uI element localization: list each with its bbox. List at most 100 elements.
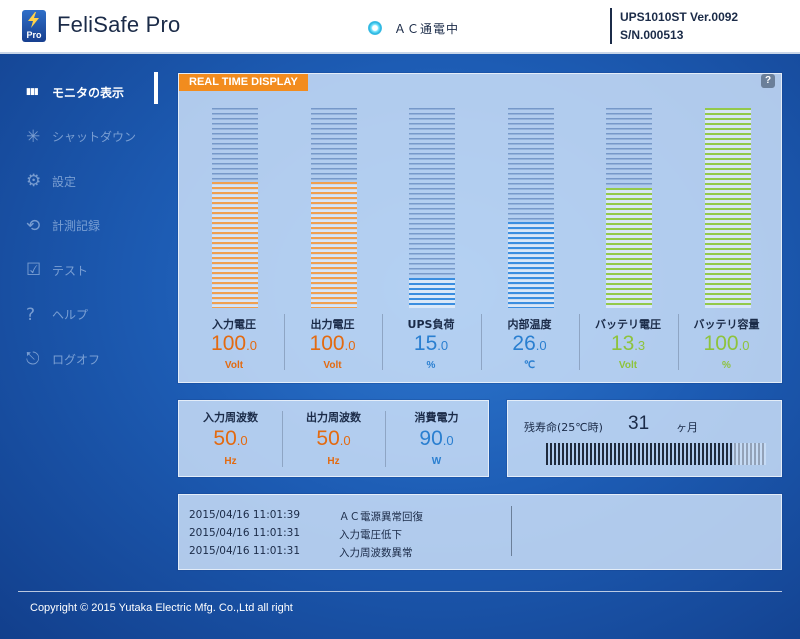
metric-unit: %	[426, 360, 436, 371]
battery-life-panel: 残寿命(25℃時) 31 ヶ月	[507, 400, 782, 477]
log-entry: 2015/04/16 11:01:31 入力周波数異常	[189, 545, 769, 562]
metric-column: バッテリ容量 100.0%	[678, 74, 776, 384]
metric-unit: Volt	[618, 360, 638, 371]
metric-bar-fill	[409, 278, 455, 308]
app-logo-icon: Pro	[22, 10, 46, 42]
shutdown-icon: ✳	[26, 126, 41, 147]
metric-value-decimal: .0	[236, 433, 248, 448]
metric-value-integer: 15	[413, 332, 438, 355]
log-divider	[511, 506, 512, 556]
frequency-metric: 消費電力 90.0 W	[385, 401, 488, 478]
metric-value: 13.3	[579, 332, 677, 356]
metric-bar-track	[409, 108, 455, 308]
metric-value-decimal: .0	[339, 433, 351, 448]
sidebar-item-label: 計測記録	[52, 219, 101, 234]
metric-value: 100.0	[185, 332, 283, 356]
metric-value-decimal: .0	[437, 338, 449, 353]
battery-life-gauge	[546, 443, 766, 465]
metric-unit: Hz	[327, 456, 340, 467]
log-entry: 2015/04/16 11:01:31 入力電圧低下	[189, 527, 769, 544]
log-message: 入力周波数異常	[339, 547, 413, 559]
footer-divider	[18, 591, 782, 592]
metric-label: バッテリ容量	[693, 318, 760, 331]
app-title: FeliSafe Pro	[57, 12, 181, 37]
logoff-icon: ⎋	[26, 349, 40, 370]
column-divider	[382, 314, 383, 370]
column-divider	[480, 314, 482, 370]
sidebar-item-3[interactable]: ⟲ 計測記録	[26, 204, 161, 249]
metric-value: 100.0	[678, 332, 776, 356]
column-divider	[579, 314, 580, 370]
sidebar-item-label: シャットダウン	[52, 130, 137, 145]
battery-life-label: 残寿命(25℃時)	[524, 421, 603, 434]
sidebar-item-2[interactable]: ⚙ 設定	[26, 159, 161, 204]
log-timestamp: 2015/04/16 11:01:39	[189, 509, 301, 521]
history-icon: ⟲	[26, 215, 41, 236]
copyright-text: Copyright © 2015 Yutaka Electric Mfg. Co…	[30, 602, 293, 614]
metric-value-decimal: .0	[535, 338, 547, 353]
question-icon: ?	[26, 304, 36, 325]
metric-value-integer: 100	[309, 332, 345, 355]
sidebar-item-label: ヘルプ	[52, 308, 89, 323]
metric-unit: W	[431, 456, 442, 467]
frequency-panel: 入力周波数 50.0 Hz 出力周波数 50.0 Hz 消費電力 90.0 W	[178, 400, 489, 477]
metric-column: 入力電圧 100.0 Volt	[185, 74, 283, 384]
metric-label: バッテリ電圧	[595, 318, 661, 331]
metric-label: 消費電力	[414, 411, 459, 424]
battery-life-value: 31	[628, 413, 650, 434]
metric-value-integer: 50	[213, 427, 237, 450]
metric-value-decimal: .0	[442, 433, 454, 448]
lightning-icon	[28, 12, 39, 28]
metric-value-integer: 100	[211, 332, 247, 355]
metric-unit: Hz	[224, 456, 237, 467]
metric-bar-fill	[704, 108, 751, 308]
sidebar-item-label: ログオフ	[52, 352, 101, 367]
metric-value-decimal: .0	[738, 338, 750, 353]
frequency-metric: 入力周波数 50.0 Hz	[179, 401, 282, 478]
metric-column: UPS負荷 15.0%	[382, 74, 480, 384]
title-bar: Pro FeliSafe Pro ＡＣ通電中 UPS1010ST Ver.009…	[0, 0, 800, 54]
test-checklist-icon: ☑	[26, 260, 42, 281]
metric-unit: Volt	[224, 360, 244, 371]
metric-bar-fill	[310, 182, 357, 308]
sidebar-item-5[interactable]: ? ヘルプ	[26, 293, 161, 338]
log-message: ＡＣ電源異常回復	[339, 511, 423, 523]
metric-value-integer: 13	[610, 332, 635, 355]
logo-badge: Pro	[26, 30, 42, 40]
metric-value: 90.0	[385, 427, 488, 451]
metric-value-integer: 26	[512, 332, 536, 355]
column-divider	[282, 411, 283, 467]
metric-column: 内部温度 26.0 ℃	[481, 74, 579, 384]
metric-column: バッテリ電圧 13.3 Volt	[579, 74, 677, 384]
metric-label: 出力電圧	[310, 318, 355, 331]
metric-value: 26.0	[481, 332, 579, 356]
metric-value-decimal: .0	[246, 338, 257, 353]
help-icon[interactable]: ?	[761, 74, 775, 88]
metric-unit: Volt	[323, 360, 342, 371]
column-divider	[283, 314, 285, 370]
metric-label: 入力電圧	[212, 318, 256, 331]
column-divider	[677, 314, 679, 370]
sidebar-item-label: モニタの表示	[52, 85, 125, 100]
ac-status-indicator-icon	[368, 21, 382, 35]
metric-value-integer: 100	[703, 332, 739, 355]
log-entry: 2015/04/16 11:01:39 ＡＣ電源異常回復	[189, 509, 769, 526]
battery-life-gauge-remaining	[733, 443, 766, 465]
serial-number: S/N.000513	[620, 28, 684, 42]
sidebar-item-0[interactable]: ▮▮▮ モニタの表示	[26, 70, 161, 115]
sidebar: ▮▮▮ モニタの表示 ✳ シャットダウン ⚙ 設定 ⟲ 計測記録 ☑ テスト? ヘルプ ⎋ ログオフ	[26, 70, 161, 382]
gear-icon: ⚙	[26, 171, 42, 192]
metric-value-decimal: .3	[634, 338, 646, 353]
metric-value-decimal: .0	[344, 338, 356, 353]
metric-label: 出力周波数	[306, 411, 361, 424]
sidebar-item-1[interactable]: ✳ シャットダウン	[26, 115, 161, 160]
metric-unit: ℃	[523, 360, 536, 371]
realtime-display-panel: REAL TIME DISPLAY ? 入力電圧 100.0 Volt 出力電圧 100…	[178, 73, 782, 383]
metric-value: 15.0	[382, 332, 480, 356]
sidebar-item-label: テスト	[52, 263, 89, 278]
log-message: 入力電圧低下	[339, 529, 402, 541]
metric-bar-fill	[507, 222, 554, 308]
sidebar-item-4[interactable]: ☑ テスト	[26, 248, 161, 293]
sidebar-item-6[interactable]: ⎋ ログオフ	[26, 337, 161, 382]
sidebar-item-label: 設定	[52, 174, 77, 189]
